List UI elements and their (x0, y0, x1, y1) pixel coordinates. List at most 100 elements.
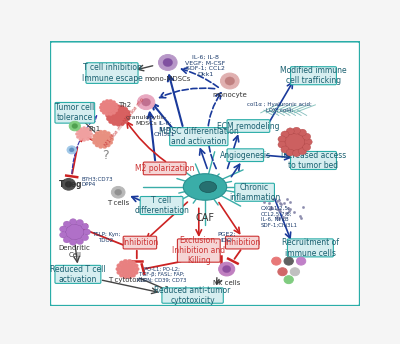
Circle shape (102, 100, 106, 104)
Circle shape (105, 99, 109, 103)
Circle shape (98, 145, 103, 149)
FancyBboxPatch shape (290, 151, 336, 170)
Circle shape (123, 259, 128, 264)
Circle shape (110, 109, 126, 122)
Text: ECM remodeling: ECM remodeling (217, 121, 280, 130)
Circle shape (112, 111, 116, 115)
Circle shape (76, 219, 84, 226)
Text: CXCL1,2,5;
CCL2,5,7,8;
IL-6, NFκB
SDF-1;Chi3L1: CXCL1,2,5; CCL2,5,7,8; IL-6, NFκB SDF-1;… (261, 205, 298, 228)
Text: Inhibition: Inhibition (122, 238, 158, 247)
Text: CAF: CAF (196, 213, 214, 224)
Circle shape (109, 112, 113, 116)
Circle shape (81, 235, 88, 241)
Circle shape (108, 107, 114, 111)
Circle shape (119, 261, 124, 265)
Circle shape (117, 270, 122, 275)
Text: T cell inhibition
Immune escape: T cell inhibition Immune escape (82, 63, 142, 83)
Circle shape (89, 132, 93, 136)
Circle shape (115, 106, 119, 109)
Circle shape (272, 257, 281, 265)
Circle shape (296, 257, 306, 265)
Text: Reduced T cell
activation: Reduced T cell activation (50, 265, 106, 284)
Circle shape (60, 226, 67, 232)
Circle shape (69, 148, 74, 152)
Text: PGE2;
IDO: PGE2; IDO (218, 232, 236, 243)
Circle shape (158, 54, 177, 71)
Circle shape (125, 110, 130, 115)
FancyBboxPatch shape (86, 63, 138, 83)
Text: T reg: T reg (59, 180, 82, 189)
Circle shape (76, 136, 80, 139)
Text: MDSC differentiation
and activation: MDSC differentiation and activation (159, 127, 239, 146)
Circle shape (102, 111, 106, 115)
Circle shape (298, 129, 306, 136)
Circle shape (222, 266, 231, 273)
Circle shape (131, 261, 136, 265)
Circle shape (127, 275, 132, 279)
Text: M2-like mo: M2-like mo (122, 97, 145, 123)
Circle shape (70, 219, 77, 225)
Circle shape (106, 117, 112, 121)
FancyBboxPatch shape (49, 41, 361, 307)
Circle shape (106, 131, 110, 135)
Text: Reduced anti-tumor
cytotoxicity: Reduced anti-tumor cytotoxicity (154, 286, 231, 305)
Circle shape (123, 275, 128, 279)
Circle shape (284, 276, 293, 284)
Circle shape (278, 136, 286, 143)
FancyBboxPatch shape (178, 239, 220, 262)
Circle shape (108, 134, 113, 138)
Circle shape (116, 267, 121, 271)
Text: mono-MDSCs: mono-MDSCs (145, 76, 191, 82)
Circle shape (100, 103, 104, 106)
Circle shape (75, 132, 79, 136)
Circle shape (142, 98, 151, 106)
Circle shape (88, 129, 92, 132)
Circle shape (114, 103, 118, 106)
Circle shape (225, 77, 235, 85)
Circle shape (63, 237, 70, 243)
Circle shape (65, 181, 72, 187)
Circle shape (96, 133, 110, 146)
Circle shape (116, 105, 121, 109)
Circle shape (95, 143, 100, 147)
Circle shape (88, 136, 92, 139)
Text: B7H3;CD73
DPP4: B7H3;CD73 DPP4 (81, 176, 113, 187)
Text: Th2: Th2 (118, 102, 131, 108)
Circle shape (92, 134, 97, 138)
Circle shape (131, 273, 136, 277)
Circle shape (112, 105, 117, 110)
Circle shape (105, 112, 109, 116)
Circle shape (134, 264, 138, 268)
Text: Increased access
to tumor bed: Increased access to tumor bed (281, 151, 346, 170)
Circle shape (106, 113, 111, 118)
Circle shape (125, 117, 130, 121)
Circle shape (99, 106, 103, 109)
Circle shape (120, 121, 125, 126)
Ellipse shape (200, 181, 217, 193)
Circle shape (163, 58, 173, 67)
Text: M2 polarization: M2 polarization (135, 164, 194, 173)
Circle shape (123, 107, 128, 111)
Circle shape (126, 113, 131, 118)
FancyBboxPatch shape (55, 103, 95, 123)
FancyBboxPatch shape (227, 149, 264, 162)
Circle shape (120, 105, 125, 110)
Circle shape (114, 109, 118, 112)
Circle shape (290, 268, 300, 276)
Text: Th1: Th1 (87, 126, 100, 132)
Circle shape (66, 224, 84, 240)
Circle shape (303, 144, 311, 151)
Circle shape (79, 127, 82, 130)
Circle shape (98, 130, 103, 134)
Circle shape (81, 223, 88, 229)
Circle shape (278, 141, 286, 148)
Circle shape (76, 238, 84, 245)
Circle shape (70, 239, 77, 245)
Circle shape (109, 99, 113, 103)
Text: granulocytic-
MDSCs: granulocytic- MDSCs (126, 116, 167, 126)
Text: Tumor cell
tolerance: Tumor cell tolerance (55, 103, 94, 122)
Circle shape (83, 229, 90, 235)
Text: col1α ; Hyaluronic acid;
LOX; col4;: col1α ; Hyaluronic acid; LOX; col4; (247, 102, 312, 113)
Text: T cell
differentiation: T cell differentiation (134, 196, 189, 215)
FancyBboxPatch shape (235, 183, 274, 201)
